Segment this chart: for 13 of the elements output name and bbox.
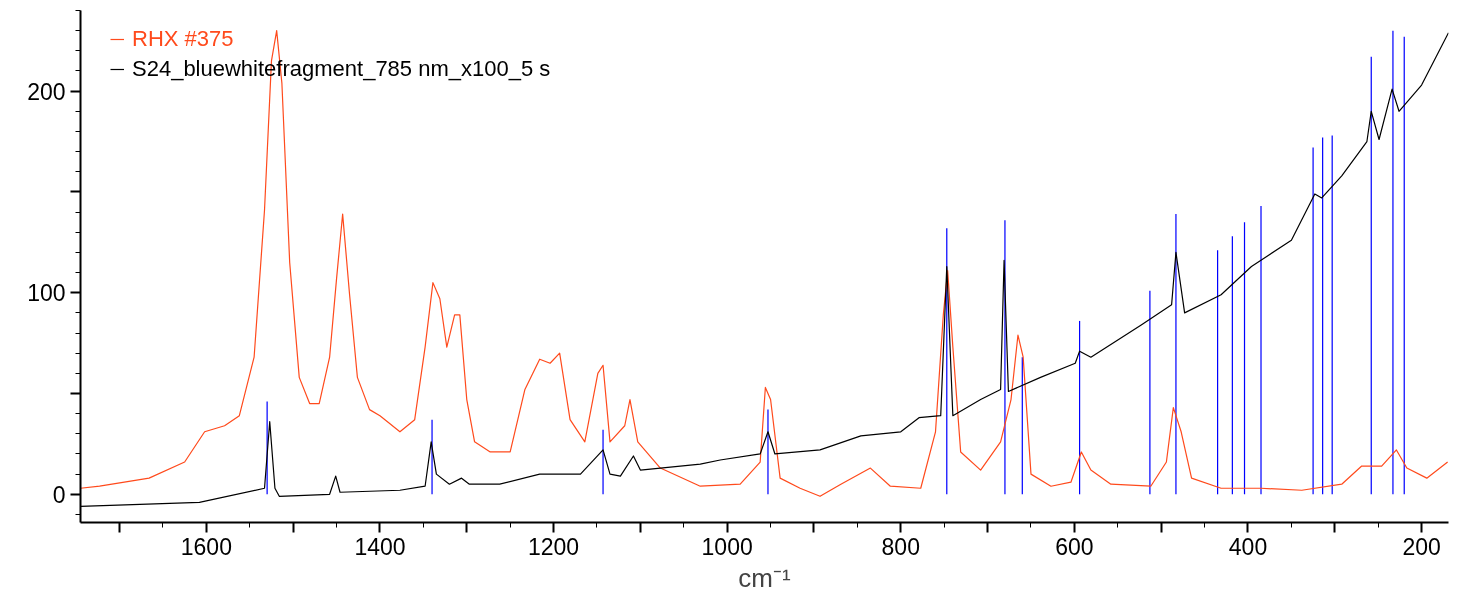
x-tick-label: 1200 xyxy=(527,533,580,560)
x-tick-label: 1400 xyxy=(354,533,406,560)
x-axis-title: cm⁻¹ xyxy=(738,562,791,593)
legend-label: RHX #375 xyxy=(132,26,234,52)
x-tick-label: 1600 xyxy=(180,533,232,560)
y-tick-label: 0 xyxy=(52,481,66,508)
x-tick-label: 200 xyxy=(1402,533,1441,560)
x-tick-label: 800 xyxy=(881,533,920,560)
y-tick-label: 200 xyxy=(27,78,66,105)
x-tick-label: 600 xyxy=(1055,533,1094,560)
x-tick-label: 400 xyxy=(1228,533,1268,560)
x-tick-label: 1000 xyxy=(701,533,753,560)
y-tick-label: 100 xyxy=(27,280,66,307)
